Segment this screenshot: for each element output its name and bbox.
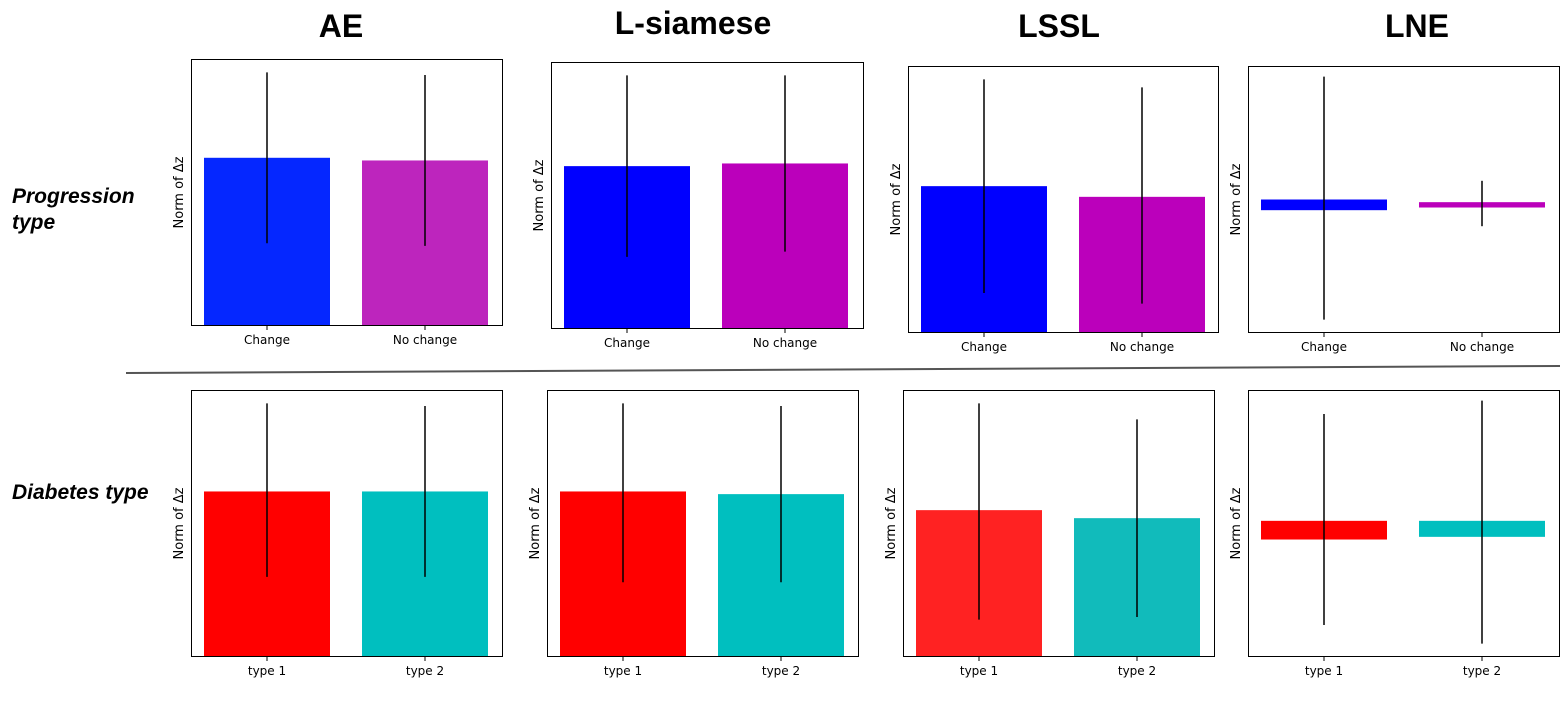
column-title-lne: LNE bbox=[1385, 8, 1449, 44]
plot-frame bbox=[551, 62, 864, 329]
y-axis-label: Norm of Δz bbox=[1229, 487, 1244, 559]
x-tick-label-type-1: type 1 bbox=[604, 664, 642, 678]
y-axis-label: Norm of Δz bbox=[172, 156, 187, 228]
chart-progression-type-lne: Change No change Norm of Δz bbox=[1229, 66, 1560, 354]
row-label-diabetes-type: Diabetes type bbox=[12, 481, 149, 504]
x-tick-label-type-1: type 1 bbox=[1305, 664, 1343, 678]
x-tick-label-type-2: type 2 bbox=[406, 664, 444, 678]
x-tick-label-no-change: No change bbox=[393, 333, 457, 347]
column-title-l-siamese: L-siamese bbox=[614, 5, 772, 41]
column-title-ae: AE bbox=[318, 8, 364, 44]
x-tick-label-no-change: No change bbox=[753, 336, 817, 350]
y-axis-label: Norm of Δz bbox=[1229, 163, 1244, 235]
chart-diabetes-type-l-siamese: type 1 type 2 Norm of Δz bbox=[528, 390, 859, 678]
chart-progression-type-ae: Change No change Norm of Δz bbox=[172, 59, 503, 347]
x-tick-label-change: Change bbox=[604, 336, 650, 350]
plot-frame bbox=[191, 59, 503, 326]
y-axis-label: Norm of Δz bbox=[532, 159, 547, 231]
chart-progression-type-l-siamese: Change No change Norm of Δz bbox=[532, 62, 864, 350]
chart-progression-type-lssl: Change No change Norm of Δz bbox=[889, 66, 1219, 354]
plot-frame bbox=[547, 390, 859, 657]
x-tick-label-type-2: type 2 bbox=[1463, 664, 1501, 678]
x-tick-label-change: Change bbox=[1301, 340, 1347, 354]
x-tick-label-change: Change bbox=[244, 333, 290, 347]
row-label-progression-type: Progression type bbox=[12, 185, 135, 234]
x-tick-label-type-2: type 2 bbox=[762, 664, 800, 678]
plot-frame bbox=[1248, 66, 1560, 333]
x-tick-label-type-1: type 1 bbox=[960, 664, 998, 678]
chart-diabetes-type-lssl: type 1 type 2 Norm of Δz bbox=[884, 390, 1215, 678]
x-tick-label-no-change: No change bbox=[1450, 340, 1514, 354]
y-axis-label: Norm of Δz bbox=[528, 487, 543, 559]
chart-diabetes-type-lne: type 1 type 2 Norm of Δz bbox=[1229, 390, 1560, 678]
x-tick-label-no-change: No change bbox=[1110, 340, 1174, 354]
x-tick-label-type-1: type 1 bbox=[248, 664, 286, 678]
plot-frame bbox=[191, 390, 503, 657]
y-axis-label: Norm of Δz bbox=[172, 487, 187, 559]
plot-frame bbox=[903, 390, 1215, 657]
x-tick-label-change: Change bbox=[961, 340, 1007, 354]
x-tick-label-type-2: type 2 bbox=[1118, 664, 1156, 678]
plot-frame bbox=[1248, 390, 1560, 657]
chart-diabetes-type-ae: type 1 type 2 Norm of Δz bbox=[172, 390, 503, 678]
y-axis-label: Norm of Δz bbox=[884, 487, 899, 559]
y-axis-label: Norm of Δz bbox=[889, 163, 904, 235]
column-title-lssl: LSSL bbox=[1018, 8, 1100, 44]
plot-frame bbox=[908, 66, 1219, 333]
